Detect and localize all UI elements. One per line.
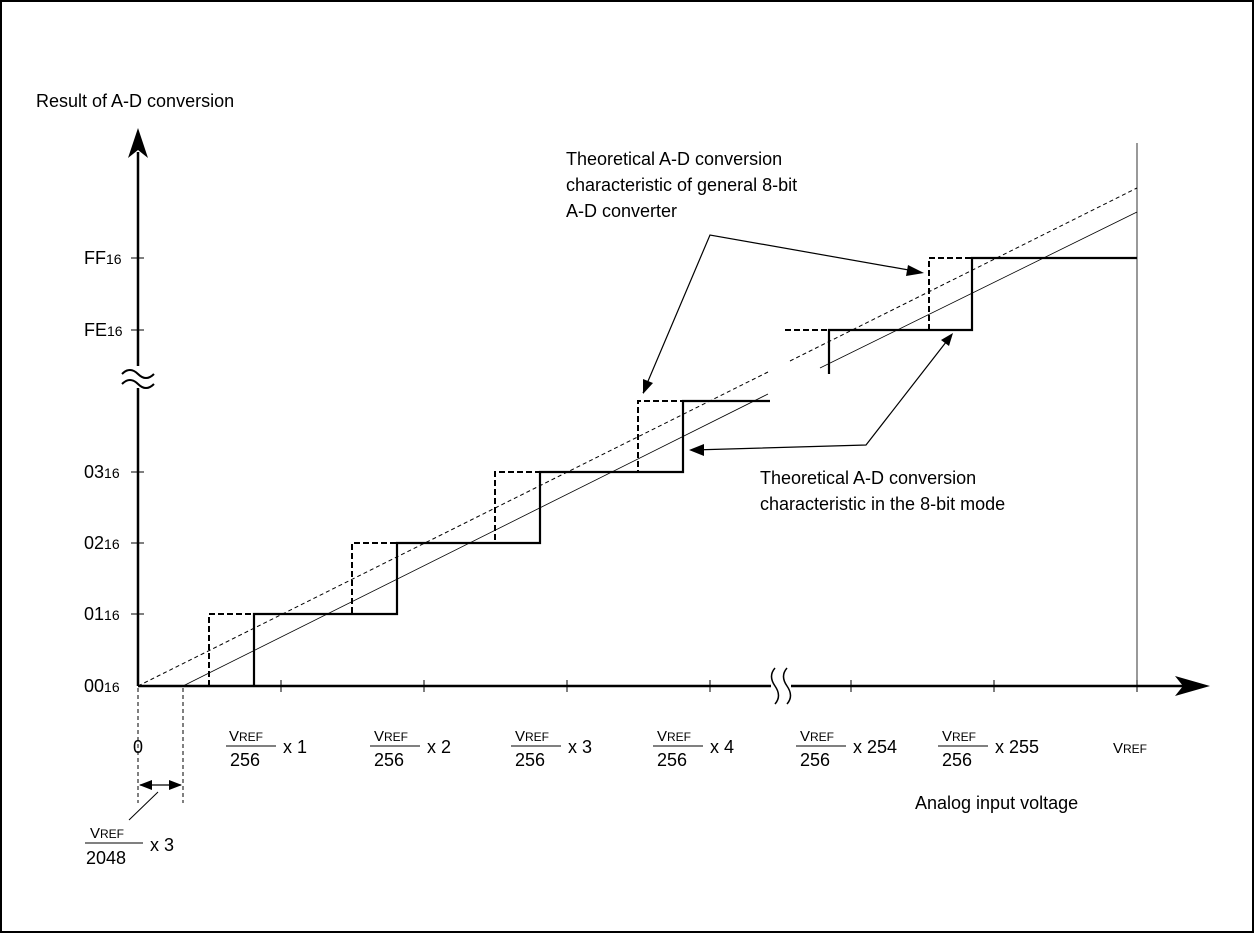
offset-arrowhead-right: [169, 780, 182, 790]
x-label-vref: VREF: [1113, 740, 1147, 757]
svg-text:256: 256: [230, 750, 260, 770]
svg-text:VREF: VREF: [942, 728, 976, 745]
y-tick-label-01: 0116: [84, 604, 120, 624]
offset-leader: [128, 791, 159, 821]
eight-bit-ideal-line-upper: [819, 211, 1138, 369]
svg-text:VREF: VREF: [515, 728, 549, 745]
x-label-fraction-2: VREF 256 x 2: [370, 728, 451, 770]
x-axis-break-gap: [771, 678, 791, 694]
svg-text:2048: 2048: [86, 848, 126, 868]
x-label-fraction-1: VREF 256 x 1: [226, 728, 307, 770]
offset-arrowhead-left: [139, 780, 152, 790]
y-axis-break-mark-2: [121, 379, 155, 389]
svg-text:256: 256: [515, 750, 545, 770]
eight-bit-mode-staircase-lower: [252, 399, 770, 686]
eight-bit-mode-staircase-upper: [827, 256, 1137, 374]
y-tick-label-03: 0316: [84, 462, 120, 482]
svg-text:VREF: VREF: [374, 728, 408, 745]
x-axis-break-mark-1: [770, 667, 780, 705]
y-tick-label-02: 0216: [84, 533, 120, 553]
svg-text:x 254: x 254: [853, 737, 897, 757]
svg-text:x 3: x 3: [150, 835, 174, 855]
svg-text:x 3: x 3: [568, 737, 592, 757]
annotation-8bit-pointer: [692, 336, 951, 451]
general-converter-ideal-line-lower: [137, 371, 769, 687]
y-tick-label-00: 0016: [84, 676, 120, 696]
offset-label: VREF 2048 x 3: [85, 825, 174, 868]
svg-text:x 2: x 2: [427, 737, 451, 757]
annotation-8bit-arrowhead-a: [689, 444, 704, 456]
svg-text:256: 256: [942, 750, 972, 770]
annotation-general-line-1: Theoretical A-D conversion: [566, 149, 782, 169]
general-converter-ideal-line-upper: [789, 187, 1138, 362]
x-axis-title: Analog input voltage: [915, 793, 1078, 813]
general-converter-staircase-upper: [785, 257, 1137, 331]
svg-text:VREF: VREF: [800, 728, 834, 745]
svg-text:256: 256: [800, 750, 830, 770]
x-label-fraction-255: VREF 256 x 255: [938, 728, 1039, 770]
x-label-fraction-4: VREF 256 x 4: [653, 728, 734, 770]
annotation-general-arrowhead-a: [643, 379, 653, 394]
svg-text:VREF: VREF: [229, 728, 263, 745]
svg-text:256: 256: [374, 750, 404, 770]
y-axis-title: Result of A-D conversion: [36, 91, 234, 111]
annotation-general-arrowhead-b: [906, 265, 924, 276]
annotation-8bit-arrowhead-b: [941, 333, 953, 346]
x-label-fraction-254: VREF 256 x 254: [796, 728, 897, 770]
annotation-general-pointer: [642, 234, 921, 394]
y-tick-marks: [131, 257, 144, 615]
svg-text:VREF: VREF: [90, 825, 124, 842]
annotation-general-line-2: characteristic of general 8-bit: [566, 175, 797, 195]
svg-text:256: 256: [657, 750, 687, 770]
x-axis-break-mark-2: [782, 667, 792, 705]
annotation-8bit-line-1: Theoretical A-D conversion: [760, 468, 976, 488]
annotation-general-line-3: A-D converter: [566, 201, 677, 221]
svg-text:x 1: x 1: [283, 737, 307, 757]
x-axis-arrowhead: [1175, 676, 1210, 696]
svg-text:VREF: VREF: [657, 728, 691, 745]
y-axis-arrowhead: [128, 128, 148, 158]
y-tick-label-fe: FE16: [84, 320, 123, 340]
y-axis-break-mark-1: [121, 369, 155, 379]
x-label-fraction-3: VREF 256 x 3: [511, 728, 592, 770]
svg-text:x 4: x 4: [710, 737, 734, 757]
y-tick-label-ff: FF16: [84, 248, 122, 268]
annotation-8bit-line-2: characteristic in the 8-bit mode: [760, 494, 1005, 514]
svg-text:x 255: x 255: [995, 737, 1039, 757]
eight-bit-ideal-line-lower: [182, 393, 769, 687]
